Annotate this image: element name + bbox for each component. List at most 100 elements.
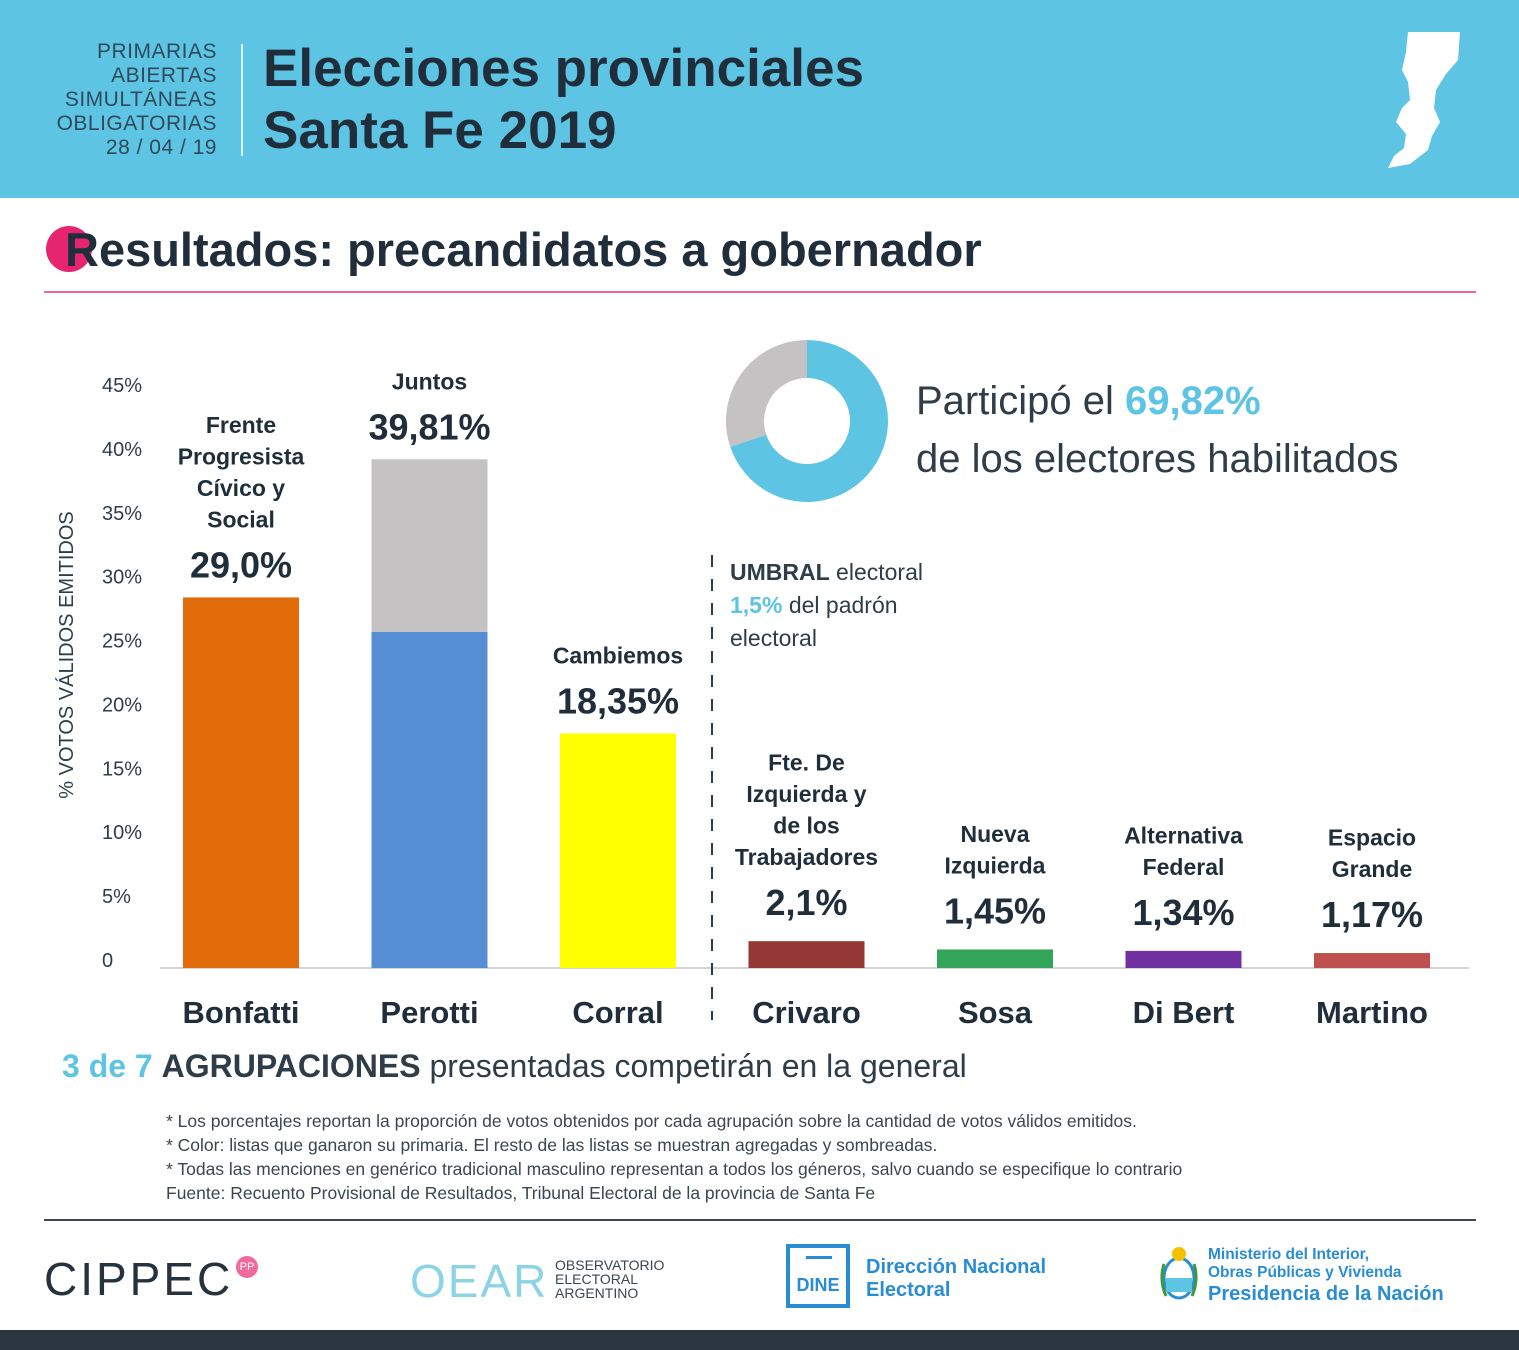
bar-labels: Bonfatti 29,0% Frente Progresista Cívico y So… [178, 368, 1428, 1030]
ministerio-line: Obras Públicas y Vivienda [1208, 1264, 1402, 1281]
title-line-1: Elecciones provinciales [263, 39, 864, 98]
y-tick-label: 40% [102, 439, 142, 461]
umbral-bold: UMBRAL [730, 559, 830, 585]
bar-chart: 0 5% 10% 15% 20% 25% 30% 35% 40% 45% % VOTOS VÁLI… [55, 368, 1470, 1030]
header-band [0, 0, 1519, 198]
paso-line: SIMULTÁNEAS [64, 88, 217, 111]
bar-crivaro [748, 941, 865, 968]
y-tick-label: 15% [102, 758, 142, 780]
y-tick-label: 25% [102, 631, 142, 653]
footnote: * Todas las menciones en genérico tradic… [166, 1159, 1183, 1179]
x-tick-label: Corral [572, 995, 663, 1030]
footnote: * Color: listas que ganaron su primaria.… [166, 1135, 938, 1155]
paso-date: 28 / 04 / 19 [105, 136, 217, 159]
oear-line: ARGENTINO [555, 1285, 639, 1301]
subtitle-rule [44, 291, 1476, 293]
party-label: Nueva [960, 821, 1029, 847]
cippec-logo: CIPPEC [44, 1253, 234, 1305]
cippec-badge: PP [236, 1256, 258, 1278]
x-tick-label: Perotti [380, 995, 478, 1030]
y-tick-label: 35% [102, 503, 142, 525]
x-tick-label: Sosa [958, 995, 1033, 1030]
turnout-value: 69,82% [1124, 379, 1261, 423]
value-label: 1,45% [944, 890, 1046, 931]
x-tick-label: Bonfatti [182, 995, 299, 1030]
donut-turnout-slice [730, 340, 888, 502]
bar-di-bert [1125, 950, 1242, 968]
title-line-2: Santa Fe 2019 [263, 101, 617, 160]
y-tick-label: 45% [102, 375, 142, 397]
y-tick-label: 0 [102, 950, 113, 972]
footer-rule [44, 1219, 1476, 1221]
party-label: Frente [206, 412, 276, 438]
x-tick-label: Di Bert [1133, 995, 1235, 1030]
party-label: Izquierda [945, 852, 1046, 878]
value-label: 1,34% [1132, 892, 1234, 933]
bar-sosa [937, 949, 1053, 968]
value-label: 39,81% [368, 406, 490, 447]
national-emblem-icon [1160, 1247, 1198, 1300]
footnote: * Los porcentajes reportan la proporción… [166, 1111, 1137, 1131]
ministerio-logo-text: Ministerio del Interior, Obras Públicas … [1208, 1246, 1444, 1306]
bar-perotti [371, 631, 488, 968]
oear-logo: OEAR [410, 1255, 549, 1307]
page-title: Elecciones provinciales Santa Fe 2019 [263, 38, 864, 162]
turnout-donut [726, 340, 888, 502]
paso-line: OBLIGATORIAS [56, 112, 217, 135]
value-label: 18,35% [557, 681, 679, 722]
party-label: Fte. De [768, 750, 845, 776]
bar-corral [560, 733, 676, 968]
y-tick-label: 10% [102, 822, 142, 844]
y-axis-ticks: 0 5% 10% 15% 20% 25% 30% 35% 40% 45% [102, 375, 142, 972]
source-note: Fuente: Recuento Provisional de Resultad… [166, 1183, 876, 1203]
oear-logo-text: OBSERVATORIO ELECTORAL ARGENTINO [555, 1258, 664, 1300]
chart-subtitle: Resultados: precandidatos a gobernador [65, 223, 982, 276]
agrupaciones-rest: presentadas competirán en la general [420, 1048, 967, 1084]
x-tick-label: Crivaro [752, 995, 861, 1030]
presidencia-line: Presidencia de la Nación [1208, 1283, 1444, 1305]
party-label: Izquierda y [746, 781, 866, 807]
paso-line: PRIMARIAS [96, 40, 217, 63]
turnout-line2: de los electores habilitados [916, 437, 1399, 481]
threshold-note: UMBRAL electoral 1,5% del padrón elector… [730, 556, 923, 655]
dine-logo: DINE [786, 1244, 850, 1308]
umbral-rest1: electoral [829, 559, 923, 585]
ministerio-line: Ministerio del Interior, [1208, 1246, 1370, 1263]
party-label: Juntos [392, 368, 467, 394]
bar-bonfatti [183, 597, 299, 968]
dine-line: Electoral [866, 1279, 951, 1301]
dine-logo-text: Dirección Nacional Electoral [866, 1256, 1046, 1302]
agrupaciones-count: 3 de 7 [62, 1048, 153, 1084]
dine-logo-bar [806, 1256, 832, 1259]
y-axis-label: % VOTOS VÁLIDOS EMITIDOS [55, 511, 78, 798]
party-label: Cívico y [197, 475, 285, 501]
header-divider [241, 44, 243, 156]
y-tick-label: 5% [102, 886, 131, 908]
paso-line: ABIERTAS [111, 64, 217, 87]
party-label: Federal [1143, 854, 1225, 880]
bar-martino [1314, 953, 1430, 968]
oear-line: OBSERVATORIO [555, 1257, 665, 1273]
subtitle-accent-dot [46, 226, 92, 272]
dine-line: Dirección Nacional [866, 1256, 1047, 1278]
value-label: 29,0% [190, 544, 292, 585]
party-label: Alternativa [1124, 822, 1243, 848]
turnout-text: Participó el 69,82% de los electores hab… [916, 372, 1399, 488]
party-label: Progresista [178, 443, 305, 469]
party-label: Trabajadores [735, 844, 878, 870]
y-tick-label: 20% [102, 694, 142, 716]
value-label: 2,1% [765, 882, 847, 923]
bottom-band [0, 1330, 1519, 1350]
donut-rest-slice [726, 340, 807, 447]
value-label: 1,17% [1321, 894, 1423, 935]
party-label: de los [773, 813, 839, 839]
party-label: Espacio [1328, 825, 1416, 851]
umbral-line3: electoral [730, 625, 817, 651]
umbral-rest2: del padrón [782, 592, 898, 618]
bars [183, 459, 1430, 968]
y-tick-label: 30% [102, 567, 142, 589]
x-tick-label: Martino [1316, 995, 1428, 1030]
turnout-prefix: Participó el [916, 379, 1125, 423]
agrupaciones-note: 3 de 7 AGRUPACIONES presentadas competir… [62, 1048, 967, 1085]
party-label: Cambiemos [553, 643, 683, 669]
